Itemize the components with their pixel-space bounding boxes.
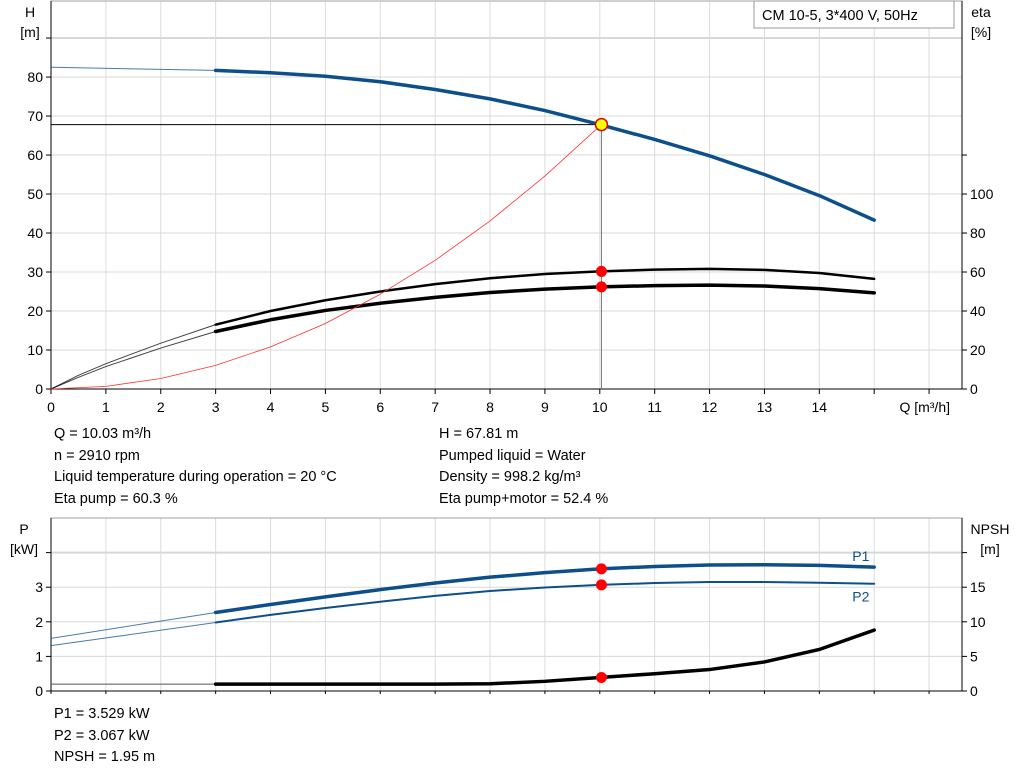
- x-tick-label: 12: [702, 399, 718, 415]
- series-label-P2: P2: [852, 589, 869, 605]
- operating-point-p2: [595, 579, 607, 591]
- info-line: Eta pump+motor = 52.4 %: [439, 490, 609, 507]
- curve-eta_pump-thin: [50, 324, 216, 390]
- curve-eta_total-thin: [50, 331, 216, 390]
- curve-eta_total: [213, 283, 876, 334]
- y-axis-label: P: [19, 521, 28, 537]
- y-tick-label: 1: [35, 648, 43, 664]
- x-tick-label: 0: [47, 399, 55, 415]
- y-axis-label: H: [25, 4, 35, 20]
- info-line: NPSH = 1.95 m: [54, 749, 156, 765]
- operating-point-npsh: [595, 672, 607, 684]
- y2-axis-unit: [%]: [971, 24, 991, 40]
- x-tick-label: 9: [541, 399, 549, 415]
- y2-tick-label: 0: [970, 683, 978, 699]
- y-tick-label: 0: [35, 683, 43, 699]
- y2-tick-label: 5: [970, 648, 978, 664]
- curve-P2-thin: [50, 621, 216, 647]
- chart-title: CM 10-5, 3*400 V, 50Hz: [762, 8, 918, 24]
- info-line: n = 2910 rpm: [54, 447, 140, 464]
- x-tick-label: 5: [321, 399, 329, 415]
- info-line: Eta pump = 60.3 %: [54, 490, 178, 507]
- x-tick-label: 7: [431, 399, 439, 415]
- info-line: Density = 998.2 kg/m³: [439, 469, 581, 485]
- y-tick-label: 80: [27, 69, 43, 85]
- y-axis-unit: [kW]: [10, 541, 38, 557]
- y-tick-label: 40: [27, 225, 43, 241]
- y-axis-unit: [m]: [20, 24, 39, 40]
- x-tick-label: 1: [102, 399, 110, 415]
- y-tick-label: 2: [35, 614, 43, 630]
- system-curve: [50, 124, 602, 390]
- y-tick-label: 70: [27, 108, 43, 124]
- x-tick-label: 3: [212, 399, 220, 415]
- y-tick-label: 60: [27, 147, 43, 163]
- curve-P1: [213, 562, 876, 615]
- x-tick-label: 4: [267, 399, 275, 415]
- series-label-P1: P1: [852, 548, 869, 564]
- y2-tick-label: 60: [970, 264, 986, 280]
- info-line: H = 67.81 m: [439, 426, 519, 442]
- info-line: Q = 10.03 m³/h: [54, 426, 152, 442]
- y-tick-label: 3: [35, 579, 43, 595]
- x-axis-label: Q [m³/h]: [899, 399, 950, 415]
- curve-P2: [214, 581, 876, 624]
- curve-eta_pump: [214, 267, 876, 326]
- y-tick-label: 0: [35, 381, 43, 397]
- curve-H: [213, 68, 876, 222]
- y2-tick-label: 15: [970, 579, 986, 595]
- x-tick-label: 10: [592, 399, 608, 415]
- info-line: P1 = 3.529 kW: [54, 706, 150, 722]
- y2-tick-label: 80: [970, 225, 986, 241]
- y2-axis-label: eta: [971, 4, 991, 20]
- y-tick-label: 20: [27, 303, 43, 319]
- info-bottom: P1 = 3.529 kW P2 = 3.067 kW NPSH = 1.95 …: [54, 704, 155, 769]
- plot-frame: [50, 517, 963, 692]
- info-top-right: H = 67.81 m Pumped liquid = Water Densit…: [439, 424, 608, 510]
- operating-point-head: [594, 117, 609, 132]
- y-tick-label: 10: [27, 342, 43, 358]
- y2-axis-unit: [m]: [980, 541, 999, 557]
- x-tick-label: 14: [812, 399, 828, 415]
- y2-axis-label: NPSH: [971, 521, 1010, 537]
- operating-point-eta-total: [595, 281, 607, 293]
- info-top-left: Q = 10.03 m³/h n = 2910 rpm Liquid tempe…: [54, 424, 337, 510]
- operating-point-eta-pump: [595, 265, 607, 277]
- plot-frame: [50, 0, 963, 390]
- x-tick-label: 2: [157, 399, 165, 415]
- info-line: Liquid temperature during operation = 20…: [54, 469, 337, 485]
- y2-tick-label: 40: [970, 303, 986, 319]
- curve-P1-thin: [50, 611, 216, 639]
- y2-tick-label: 100: [970, 186, 994, 202]
- y-tick-label: 50: [27, 186, 43, 202]
- y-tick-label: 30: [27, 264, 43, 280]
- title-box: [753, 0, 955, 29]
- x-tick-label: 8: [486, 399, 494, 415]
- operating-point-p1: [595, 563, 607, 575]
- y2-tick-label: 20: [970, 342, 986, 358]
- info-line: Pumped liquid = Water: [439, 447, 586, 464]
- info-line: P2 = 3.067 kW: [54, 727, 150, 744]
- curve-H-thin: [50, 66, 216, 71]
- x-tick-label: 11: [647, 399, 662, 415]
- y2-tick-label: 0: [970, 381, 978, 397]
- y2-tick-label: 10: [970, 614, 986, 630]
- x-tick-label: 6: [376, 399, 384, 415]
- x-tick-label: 13: [757, 399, 773, 415]
